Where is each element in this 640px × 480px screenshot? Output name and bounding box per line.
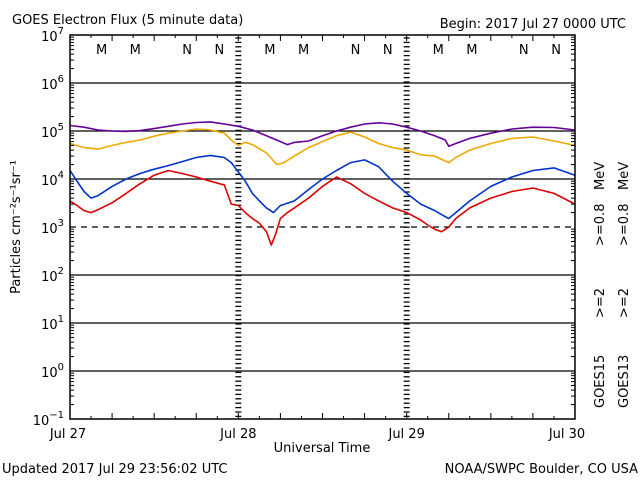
- grid-lines: [70, 37, 575, 418]
- x-tick-label: Jul 28: [219, 427, 256, 442]
- y-tick-label: 100: [41, 362, 64, 381]
- marker-label: M: [298, 43, 309, 58]
- svg-text:106: 106: [41, 74, 64, 93]
- x-axis-label: Universal Time: [274, 441, 371, 456]
- legend: GOES15 >=2 >=0.8 MeV GOES13 >=2 >=0.8 MeV: [593, 162, 632, 408]
- series-line: [69, 121, 576, 148]
- y-tick-label: 107: [41, 26, 64, 45]
- y-tick-label: 101: [41, 314, 64, 333]
- y-tick-label: 102: [41, 266, 64, 285]
- series-line: [69, 154, 576, 220]
- y-axis-label: Particles cm⁻²s⁻¹sr⁻¹: [9, 160, 24, 294]
- y-tick-label: 104: [41, 170, 64, 189]
- marker-label: M: [264, 43, 275, 58]
- credit-text: NOAA/SWPC Boulder, CO USA: [445, 462, 638, 477]
- series-line: [69, 128, 576, 166]
- svg-text:101: 101: [41, 314, 64, 333]
- updated-timestamp: Updated 2017 Jul 29 23:56:02 UTC: [2, 462, 227, 477]
- legend-low-energy: >=0.8: [593, 204, 608, 246]
- marker-label: N: [351, 43, 361, 58]
- legend-high-energy: >=2: [593, 288, 608, 318]
- chart-title: GOES Electron Flux (5 minute data): [12, 13, 243, 28]
- marker-label: M: [466, 43, 477, 58]
- marker-label: N: [551, 43, 561, 58]
- series-lines: [69, 121, 576, 246]
- y-tick-label: 10−1: [33, 410, 64, 429]
- marker-label: N: [383, 43, 393, 58]
- svg-text:105: 105: [41, 122, 64, 141]
- legend-unit: MeV: [593, 162, 608, 190]
- begin-time: Begin: 2017 Jul 27 0000 UTC: [440, 17, 626, 32]
- svg-text:10−1: 10−1: [33, 410, 64, 429]
- y-tick-label: 103: [41, 218, 64, 237]
- marker-label: M: [130, 43, 141, 58]
- marker-label: N: [215, 43, 225, 58]
- legend-satellite: GOES13: [617, 355, 632, 408]
- svg-text:102: 102: [41, 266, 64, 285]
- legend-unit: MeV: [617, 162, 632, 190]
- x-tick-label: Jul 27: [49, 427, 86, 442]
- x-tick-label: Jul 29: [387, 427, 424, 442]
- svg-text:100: 100: [41, 362, 64, 381]
- marker-label: M: [433, 43, 444, 58]
- legend-satellite: GOES15: [593, 355, 608, 408]
- y-tick-label: 105: [41, 122, 64, 141]
- marker-label: N: [182, 43, 192, 58]
- legend-high-energy: >=2: [617, 288, 632, 318]
- y-tick-label: 106: [41, 74, 64, 93]
- x-tick-label: Jul 30: [548, 427, 585, 442]
- marker-label: M: [96, 43, 107, 58]
- series-line: [69, 169, 576, 246]
- marker-label: N: [519, 43, 529, 58]
- svg-text:104: 104: [41, 170, 64, 189]
- legend-low-energy: >=0.8: [617, 204, 632, 246]
- svg-text:103: 103: [41, 218, 64, 237]
- svg-text:107: 107: [41, 26, 64, 45]
